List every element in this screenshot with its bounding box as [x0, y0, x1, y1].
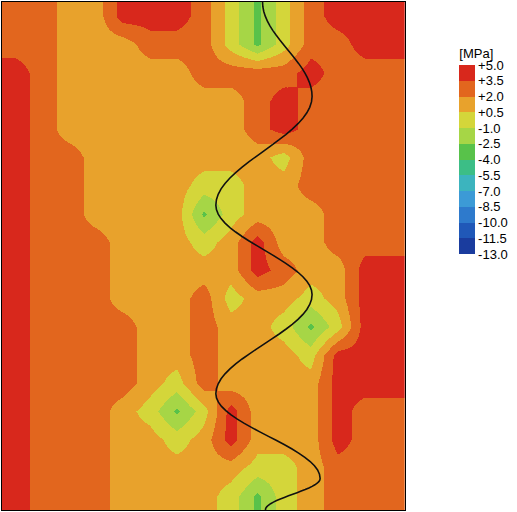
svg-text:+0.5: +0.5 [478, 105, 504, 120]
svg-text:-4.0: -4.0 [478, 152, 500, 167]
svg-text:[MPa]: [MPa] [459, 46, 493, 61]
svg-text:-11.5: -11.5 [478, 231, 507, 246]
svg-text:-1.0: -1.0 [478, 121, 500, 136]
svg-text:+3.5: +3.5 [478, 73, 504, 88]
svg-text:-5.5: -5.5 [478, 168, 500, 183]
svg-text:-7.0: -7.0 [478, 184, 500, 199]
svg-text:-10.0: -10.0 [478, 215, 508, 230]
svg-text:+2.0: +2.0 [478, 89, 504, 104]
svg-text:-8.5: -8.5 [478, 199, 500, 214]
svg-text:-2.5: -2.5 [478, 136, 500, 151]
svg-text:+5.0: +5.0 [478, 58, 504, 73]
svg-text:-13.0: -13.0 [478, 247, 508, 262]
